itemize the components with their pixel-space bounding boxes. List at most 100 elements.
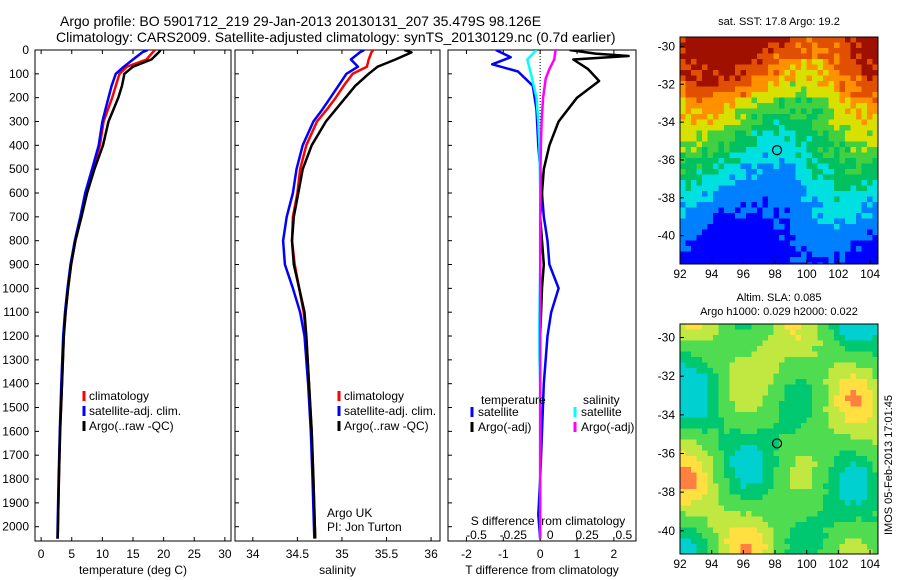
map-cell [713,130,719,137]
map-cell [773,406,780,413]
map-cell [812,191,818,197]
map-cell [740,108,747,115]
map-cell [856,202,862,208]
map-cell [696,207,703,214]
map-cell [834,174,840,181]
map-cell [757,406,763,413]
map-cell [768,500,774,506]
map-cell [757,373,763,380]
map-cell [839,428,846,435]
map-cell [735,483,741,490]
map-cell [845,511,851,517]
map-cell [828,329,835,336]
x-tick-label: 96 [737,557,751,571]
map-cell [773,108,780,115]
map-cell [702,527,708,534]
map-cell [713,489,719,495]
map-cell [784,246,791,252]
map-cell [834,456,840,462]
map-cell [845,64,851,71]
map-cell [817,428,824,435]
map-cell [696,108,703,115]
map-cell [834,423,840,429]
map-cell [773,511,780,517]
map-cell [823,538,829,545]
map-cell [795,163,802,170]
map-cell [713,373,719,380]
map-cell [751,42,758,49]
map-cell [801,368,807,374]
map-cell [784,48,791,54]
map-cell [729,191,736,197]
map-cell [713,53,719,60]
map-cell [724,384,730,391]
map-cell [784,86,791,93]
map-cell [718,357,725,363]
map-cell [806,92,813,98]
map-cell [801,544,807,550]
map-cell [707,467,714,473]
map-cell [867,218,873,225]
map-cell [812,213,818,219]
map-cell [762,207,769,214]
map-cell [784,103,791,109]
map-cell [696,174,703,181]
map-cell [850,351,857,358]
map-cell [729,202,736,208]
map-cell [806,196,813,203]
map-cell [828,103,835,109]
map-cell [812,207,818,214]
map-cell [696,64,703,71]
map-cell [834,108,840,115]
map-cell [680,108,686,115]
map-cell [806,434,813,440]
map-cell [762,147,769,153]
map-cell [856,86,862,93]
map-cell [685,428,692,435]
map-cell [790,362,796,369]
map-cell [812,412,818,418]
map-cell [817,196,824,203]
map-cell [707,218,714,225]
map-cell [839,235,846,241]
map-cell [790,434,796,440]
map-cell [751,362,758,369]
map-cell [746,395,752,402]
map-cell [762,373,769,380]
map-cell [834,48,840,54]
map-cell [867,158,873,164]
map-cell [823,103,829,109]
map-cell [839,467,846,473]
map-cell [839,64,846,71]
map-cell [702,42,708,49]
map-cell [751,527,758,534]
map-cell [850,335,857,341]
map-cell [735,185,741,192]
map-cell [861,37,868,43]
map-cell [751,64,758,71]
map-cell [795,86,802,93]
map-cell [729,81,736,87]
map-cell [801,511,807,517]
map-cell [724,86,730,93]
map-cell [823,180,829,186]
map-cell [773,229,780,236]
map-cell [817,390,824,396]
map-cell [751,467,758,473]
map-cell [845,37,851,43]
map-cell [729,522,736,528]
map-cell [872,169,878,175]
map-cell [839,445,846,451]
map-cell [735,489,741,495]
map-cell [812,246,818,252]
map-cell [817,423,824,429]
map-cell [790,262,796,264]
map-cell [702,434,708,440]
map-cell [850,229,857,236]
series-group [56,50,162,539]
map-cell [828,224,835,230]
map-cell [757,511,763,517]
map-cell [768,434,774,440]
map-cell [850,483,857,490]
x-tick-label: 2 [611,547,618,561]
